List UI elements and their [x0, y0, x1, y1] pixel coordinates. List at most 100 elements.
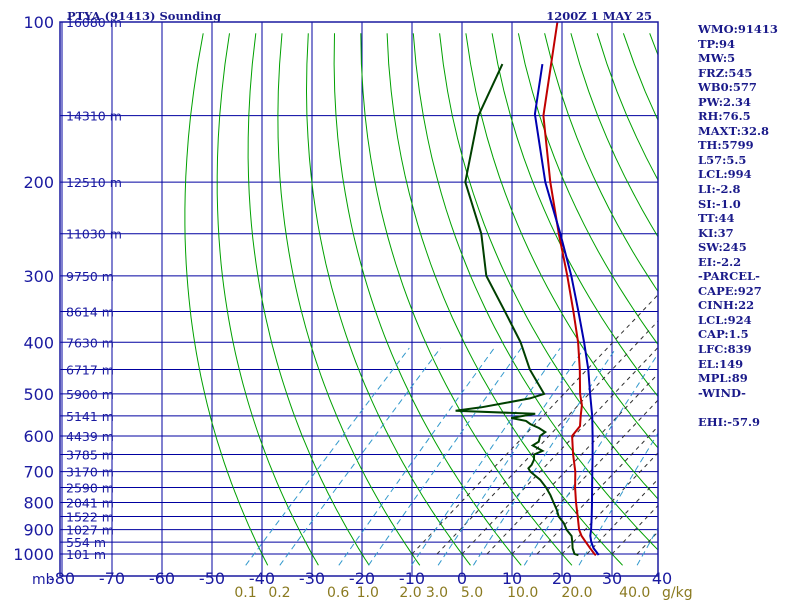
height-label: 5900 m	[66, 387, 114, 402]
moist-adiabat-line	[536, 425, 658, 555]
dry-adiabat-line	[465, 33, 658, 449]
height-label: 2590 m	[66, 481, 114, 496]
dry-adiabat-line	[277, 33, 421, 566]
dry-adiabat-line	[360, 33, 573, 566]
height-label: 3785 m	[66, 447, 114, 462]
dry-adiabat-line	[305, 33, 471, 566]
height-label: 1522 m	[66, 509, 114, 524]
height-label: 6717 m	[66, 363, 114, 378]
pressure-tick-label: 800	[23, 493, 54, 512]
wmo-value: WMO:91413	[698, 22, 778, 36]
height-label: 554 m	[66, 535, 106, 550]
wind-header: -WIND-	[698, 385, 746, 400]
temperature-tick-label: -70	[99, 569, 125, 588]
moist-adiabat-line	[486, 373, 658, 555]
rh-value: RH:76.5	[698, 109, 751, 124]
ei-value: EI:-2.2	[698, 254, 742, 269]
mpl-value: MPL:89	[698, 371, 748, 386]
dry-adiabat-line	[412, 33, 658, 551]
dry-adiabat-line	[544, 33, 658, 293]
temperature-tick-label: 0	[457, 569, 467, 588]
height-label: 8614 m	[66, 304, 114, 319]
valid-time: 1200Z 1 MAY 25	[546, 9, 652, 23]
cap-value: CAP:1.5	[698, 327, 749, 342]
lcl-value: LCL:994	[698, 167, 752, 182]
mixing-ratio-line	[578, 432, 658, 566]
mixing-ratio-label: 0.2	[268, 585, 290, 600]
mixing-ratio-line	[437, 347, 585, 566]
temperature-tick-label: -80	[49, 569, 75, 588]
mixing-ratio-label: 1.0	[357, 585, 379, 600]
temperature-tick-label: -50	[199, 569, 225, 588]
mixing-ratio-label: 0.1	[234, 585, 256, 600]
dry-adiabat-line	[216, 33, 319, 566]
height-label: 14310 m	[66, 109, 122, 124]
si-value: SI:-1.0	[698, 196, 741, 211]
pressure-tick-label: 100	[23, 13, 54, 32]
lfc-value: LFC:839	[698, 342, 752, 357]
height-label: 2041 m	[66, 495, 114, 510]
parcel-lcl-value: LCL:924	[698, 312, 752, 327]
parcel-line	[533, 63, 600, 556]
dry-adiabat-line	[517, 33, 658, 346]
axis-labels: 0.1 0.2 0.6 1.0 2.0 3.0 5.0 10.0 20.0 40.0 g/kg100…	[13, 13, 692, 600]
mixing-ratio-label: 0.6	[327, 585, 349, 600]
mixing-ratio-label: 2.0	[399, 585, 421, 600]
height-label: 5141 m	[66, 409, 114, 424]
mixing-ratio-line	[245, 347, 410, 566]
height-label: 7630 m	[66, 335, 114, 350]
pressure-tick-label: 200	[23, 173, 54, 192]
height-label: 1027 m	[66, 523, 114, 538]
mixing-ratio-label: 5.0	[461, 585, 483, 600]
height-label: 12510 m	[66, 175, 122, 190]
moist-adiabat-line	[461, 346, 658, 555]
indices-panel: WMO:91413 TP:94 MW:5 FRZ:545 WB0:577 PW:…	[698, 22, 798, 429]
ki-value: KI:37	[698, 225, 734, 240]
pressure-tick-label: 1000	[13, 545, 54, 564]
mixing-ratio-unit: g/kg	[662, 585, 693, 600]
temperature-tick-label: -20	[349, 569, 375, 588]
dry-adiabat-line	[247, 33, 370, 566]
tp-value: TP:94	[698, 36, 736, 51]
height-label: 16080 m	[66, 15, 122, 30]
pressure-tick-label: 300	[23, 267, 54, 286]
maxt-value: MAXT:32.8	[698, 123, 769, 138]
dry-adiabat-line	[184, 33, 269, 566]
temperature-tick-label: -30	[299, 569, 325, 588]
sw-value: SW:245	[698, 240, 747, 255]
sounding-traces	[455, 22, 600, 557]
mixing-ratio-line	[279, 347, 441, 566]
ehi-value: EHI:-57.9	[698, 414, 761, 429]
temperature-tick-label: 30	[602, 569, 622, 588]
mixing-ratio-label: 10.0	[507, 585, 538, 600]
parcel-header: -PARCEL-	[698, 269, 760, 284]
temperature-tick-label: 20	[552, 569, 572, 588]
tt-value: TT:44	[698, 211, 735, 226]
dry-adiabat-line	[333, 33, 522, 566]
temperature-tick-label: -10	[399, 569, 425, 588]
dry-adiabat-line	[386, 33, 623, 566]
l57-value: L57:5.5	[698, 152, 747, 167]
dry-adiabat-line	[439, 33, 658, 500]
mixing-ratio-line	[368, 347, 522, 566]
mw-value: MW:5	[698, 51, 736, 66]
pw-value: PW:2.34	[698, 94, 752, 109]
height-label: 9750 m	[66, 269, 114, 284]
pressure-tick-label: 600	[23, 427, 54, 446]
wb0-value: WB0:577	[698, 80, 757, 95]
height-label: 101 m	[66, 547, 106, 562]
mixing-ratio-label: 40.0	[619, 585, 650, 600]
temperature-tick-label: 10	[502, 569, 522, 588]
mixing-ratio-label: 20.0	[561, 585, 592, 600]
li-value: LI:-2.8	[698, 182, 741, 197]
cinh-value: CINH:22	[698, 298, 755, 313]
spacer	[698, 400, 798, 415]
mixing-ratio-label: 3.0	[426, 585, 448, 600]
pressure-tick-label: 700	[23, 463, 54, 482]
background-grid	[60, 22, 658, 576]
height-label: 11030 m	[66, 227, 122, 242]
mixing-ratio-line	[411, 347, 561, 566]
moist-adiabat-line	[436, 320, 658, 555]
el-value: EL:149	[698, 356, 744, 371]
